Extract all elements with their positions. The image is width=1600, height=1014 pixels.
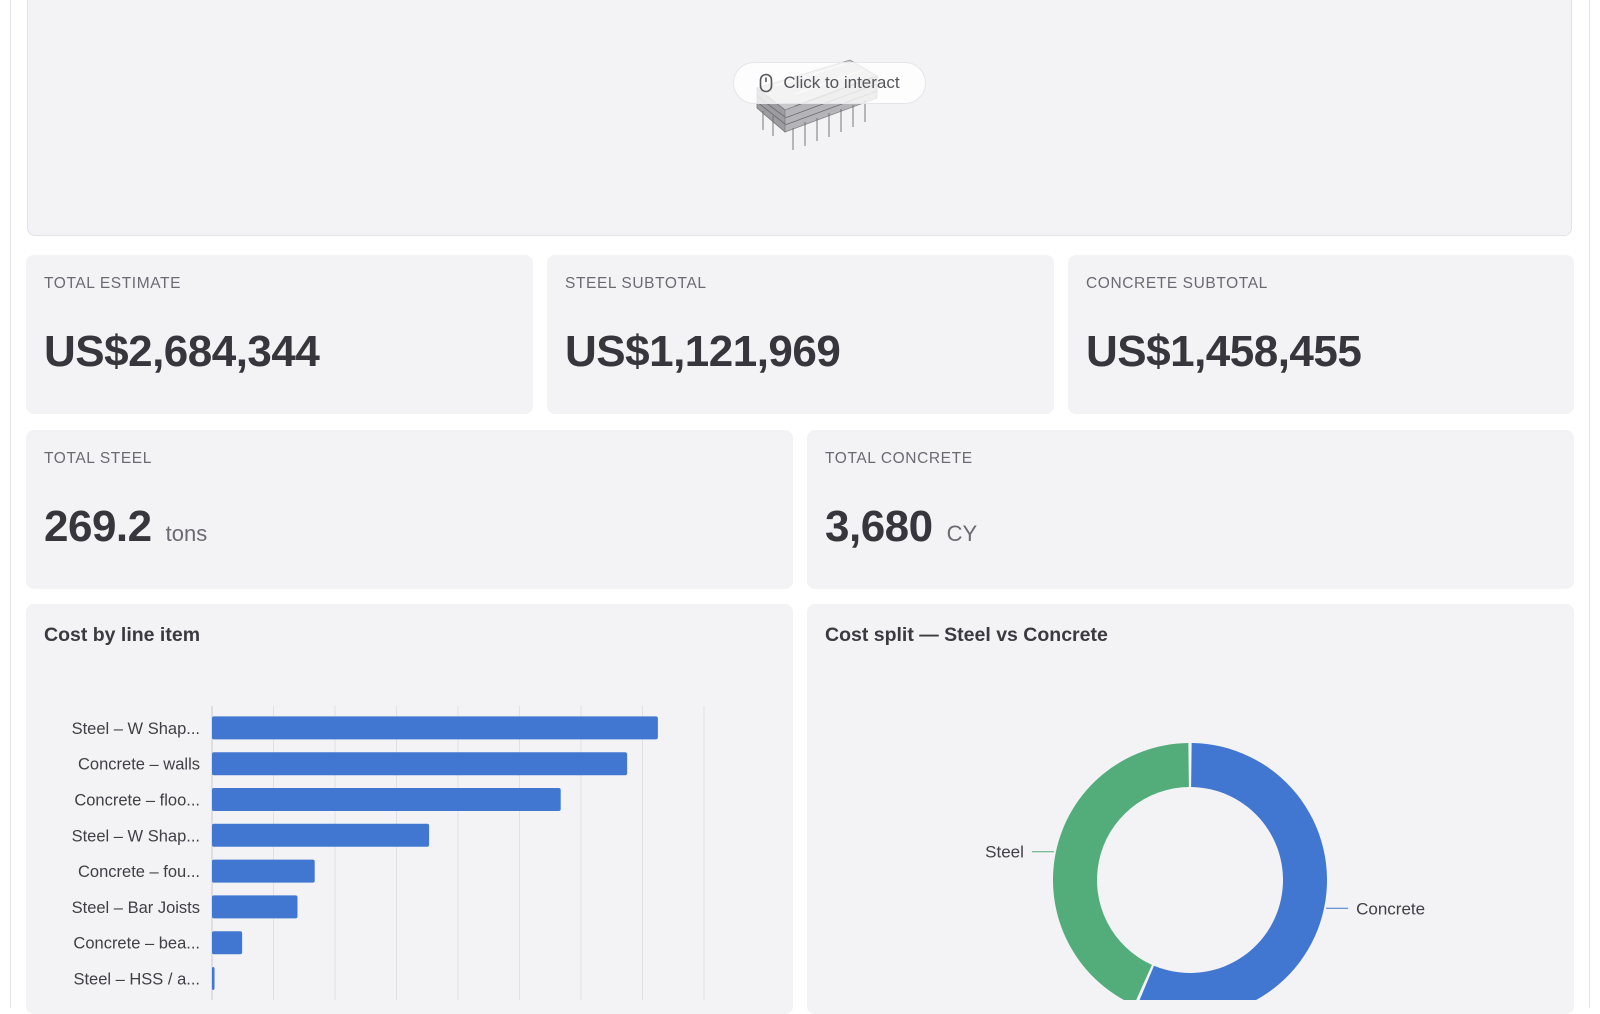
total-steel-label: TOTAL STEEL — [44, 450, 152, 467]
total-concrete-unit: CY — [946, 521, 978, 546]
bar-category-label: Concrete – walls — [78, 756, 200, 774]
bar — [212, 859, 315, 883]
steel-subtotal-value: US$1,121,969 — [565, 327, 841, 376]
bar — [212, 788, 561, 811]
click-to-interact-label: Click to interact — [783, 73, 900, 92]
total-steel-unit: tons — [165, 521, 208, 546]
cost-by-line-item-panel: Cost by line item Steel – W Shap... Concr… — [26, 604, 793, 1014]
total-estimate-label: TOTAL ESTIMATE — [44, 275, 182, 292]
click-to-interact-button[interactable]: Click to interact — [733, 62, 926, 104]
total-steel-card: TOTAL STEEL 269.2 tons — [26, 430, 793, 589]
concrete-subtotal-card: CONCRETE SUBTOTAL US$1,458,455 — [1068, 255, 1574, 414]
bar — [212, 716, 658, 740]
concrete-subtotal-value: US$1,458,455 — [1086, 327, 1362, 376]
bar — [212, 895, 298, 919]
total-steel-value: 269.2 — [44, 502, 152, 551]
bar-category-label: Steel – W Shap... — [72, 720, 200, 738]
bar — [212, 967, 215, 990]
bar-category-label: Steel – HSS / a... — [73, 971, 200, 989]
bar-chart-title: Cost by line item — [44, 624, 201, 646]
bar — [212, 931, 243, 955]
donut-chart-title: Cost split — Steel vs Concrete — [825, 624, 1108, 646]
steel-subtotal-card: STEEL SUBTOTAL US$1,121,969 — [547, 255, 1054, 414]
total-estimate-card: TOTAL ESTIMATE US$2,684,344 — [26, 255, 533, 414]
cost-split-chart: Concrete Steel — [985, 743, 1425, 1000]
bar-category-label: Steel – W Shap... — [72, 827, 200, 845]
donut-slice-steel — [1053, 743, 1189, 1000]
total-concrete-label: TOTAL CONCRETE — [825, 450, 973, 467]
steel-subtotal-label: STEEL SUBTOTAL — [565, 275, 707, 292]
total-estimate-value: US$2,684,344 — [44, 327, 320, 376]
total-steel-value-row: 269.2 tons — [44, 502, 207, 552]
model-viewer[interactable]: Click to interact — [27, 0, 1572, 236]
total-concrete-value: 3,680 — [825, 502, 933, 551]
bar-category-label: Concrete – fou... — [78, 863, 200, 881]
bar-category-label: Concrete – floo... — [74, 792, 200, 810]
bar — [212, 823, 430, 847]
total-concrete-card: TOTAL CONCRETE 3,680 CY — [807, 430, 1574, 589]
concrete-subtotal-label: CONCRETE SUBTOTAL — [1086, 275, 1268, 292]
bar — [212, 752, 628, 776]
donut-label: Concrete — [1356, 899, 1425, 918]
donut-label: Steel — [985, 843, 1024, 862]
total-concrete-value-row: 3,680 CY — [825, 502, 977, 552]
donut-slice-concrete — [1139, 743, 1327, 1000]
bar-category-label: Concrete – bea... — [73, 935, 200, 953]
cost-by-line-item-chart: Steel – W Shap... Concrete – walls Concret… — [72, 706, 705, 1000]
cost-split-panel: Cost split — Steel vs Concrete Concrete S… — [807, 604, 1574, 1014]
bar-category-label: Steel – Bar Joists — [72, 899, 200, 917]
mouse-icon — [760, 73, 773, 93]
